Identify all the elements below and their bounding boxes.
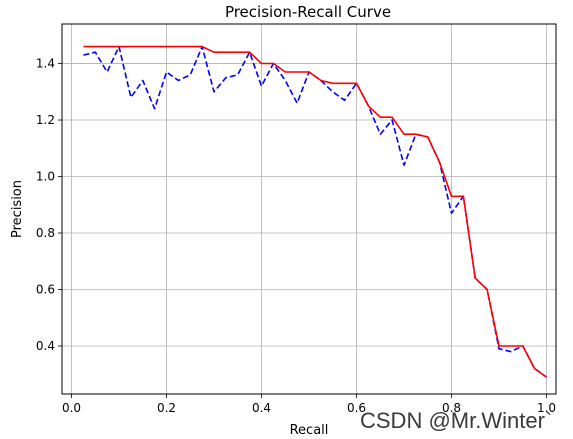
x-axis-ticks: 0.0 0.2 0.4 0.6 0.8 1.0 bbox=[62, 394, 556, 415]
dashed-blue-series-line bbox=[83, 45, 547, 378]
y-tick-label: 0.4 bbox=[36, 339, 55, 353]
x-tick-label: 1.0 bbox=[537, 401, 556, 415]
x-tick-label: 0.4 bbox=[252, 401, 271, 415]
chart-title: Precision-Recall Curve bbox=[225, 3, 391, 21]
y-tick-label: 0.6 bbox=[36, 282, 55, 296]
y-tick-label: 0.8 bbox=[36, 226, 55, 240]
y-tick-label: 1.0 bbox=[36, 170, 55, 184]
x-tick-label: 0.0 bbox=[62, 401, 81, 415]
y-tick-label: 1.2 bbox=[36, 113, 55, 127]
x-tick-label: 0.8 bbox=[442, 401, 461, 415]
watermark: CSDN @Mr.Winter` bbox=[360, 408, 552, 433]
plot-frame bbox=[61, 23, 557, 395]
grid bbox=[62, 24, 556, 394]
x-tick-label: 0.2 bbox=[157, 401, 176, 415]
y-tick-label: 1.4 bbox=[36, 57, 55, 71]
x-axis-label: Recall bbox=[290, 423, 329, 438]
x-tick-label: 0.6 bbox=[347, 401, 366, 415]
y-axis-ticks: 0.4 0.6 0.8 1.0 1.2 1.4 bbox=[36, 57, 62, 353]
solid-red-series-line bbox=[83, 45, 547, 378]
series-lines bbox=[83, 45, 547, 378]
y-axis-label: Precision bbox=[10, 180, 25, 238]
